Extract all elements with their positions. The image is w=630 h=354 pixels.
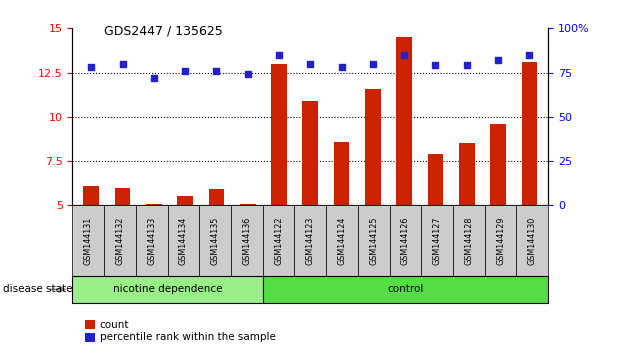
Text: disease state: disease state (3, 284, 72, 295)
Bar (146, 204, 162, 205)
Text: GSM144128: GSM144128 (464, 217, 473, 265)
Text: GSM144132: GSM144132 (115, 217, 125, 265)
Text: GSM144123: GSM144123 (306, 217, 315, 265)
Point (86, 64, 96, 70)
Text: GSM144135: GSM144135 (210, 217, 220, 265)
Point (368, 61, 378, 67)
Text: GDS2447 / 135625: GDS2447 / 135625 (104, 25, 222, 38)
Point (305, 61, 315, 67)
Point (149, 75, 159, 81)
Point (336, 64, 346, 70)
Text: count: count (100, 320, 129, 330)
Bar (240, 204, 256, 205)
Bar (490, 124, 506, 205)
Text: GSM144127: GSM144127 (433, 216, 442, 265)
Bar (365, 88, 381, 205)
Text: GSM144125: GSM144125 (369, 216, 378, 265)
Text: GSM144126: GSM144126 (401, 217, 410, 265)
Point (211, 68, 221, 74)
Bar (396, 37, 412, 205)
Bar (271, 64, 287, 205)
Text: control: control (387, 284, 423, 295)
Point (117, 61, 127, 67)
Text: GSM144122: GSM144122 (274, 216, 283, 265)
Point (430, 63, 440, 68)
Bar (522, 62, 537, 205)
Text: GSM144136: GSM144136 (243, 217, 251, 265)
Bar (334, 142, 350, 205)
Point (180, 68, 190, 74)
Point (243, 72, 253, 77)
Text: GSM144130: GSM144130 (528, 217, 537, 265)
Bar (302, 101, 318, 205)
Bar (428, 154, 444, 205)
Bar (83, 186, 99, 205)
Bar (177, 196, 193, 205)
Text: percentile rank within the sample: percentile rank within the sample (100, 332, 275, 342)
Text: GSM144133: GSM144133 (147, 217, 156, 265)
Point (524, 52, 534, 58)
Text: GSM144131: GSM144131 (84, 217, 93, 265)
Text: GSM144134: GSM144134 (179, 217, 188, 265)
Bar (115, 188, 130, 205)
Text: GSM144129: GSM144129 (496, 216, 505, 265)
Point (399, 52, 410, 58)
Point (462, 63, 472, 68)
Bar (459, 143, 474, 205)
Text: nicotine dependence: nicotine dependence (113, 284, 222, 295)
Bar (209, 189, 224, 205)
Text: GSM144124: GSM144124 (338, 217, 346, 265)
Point (274, 52, 284, 58)
Point (493, 57, 503, 63)
